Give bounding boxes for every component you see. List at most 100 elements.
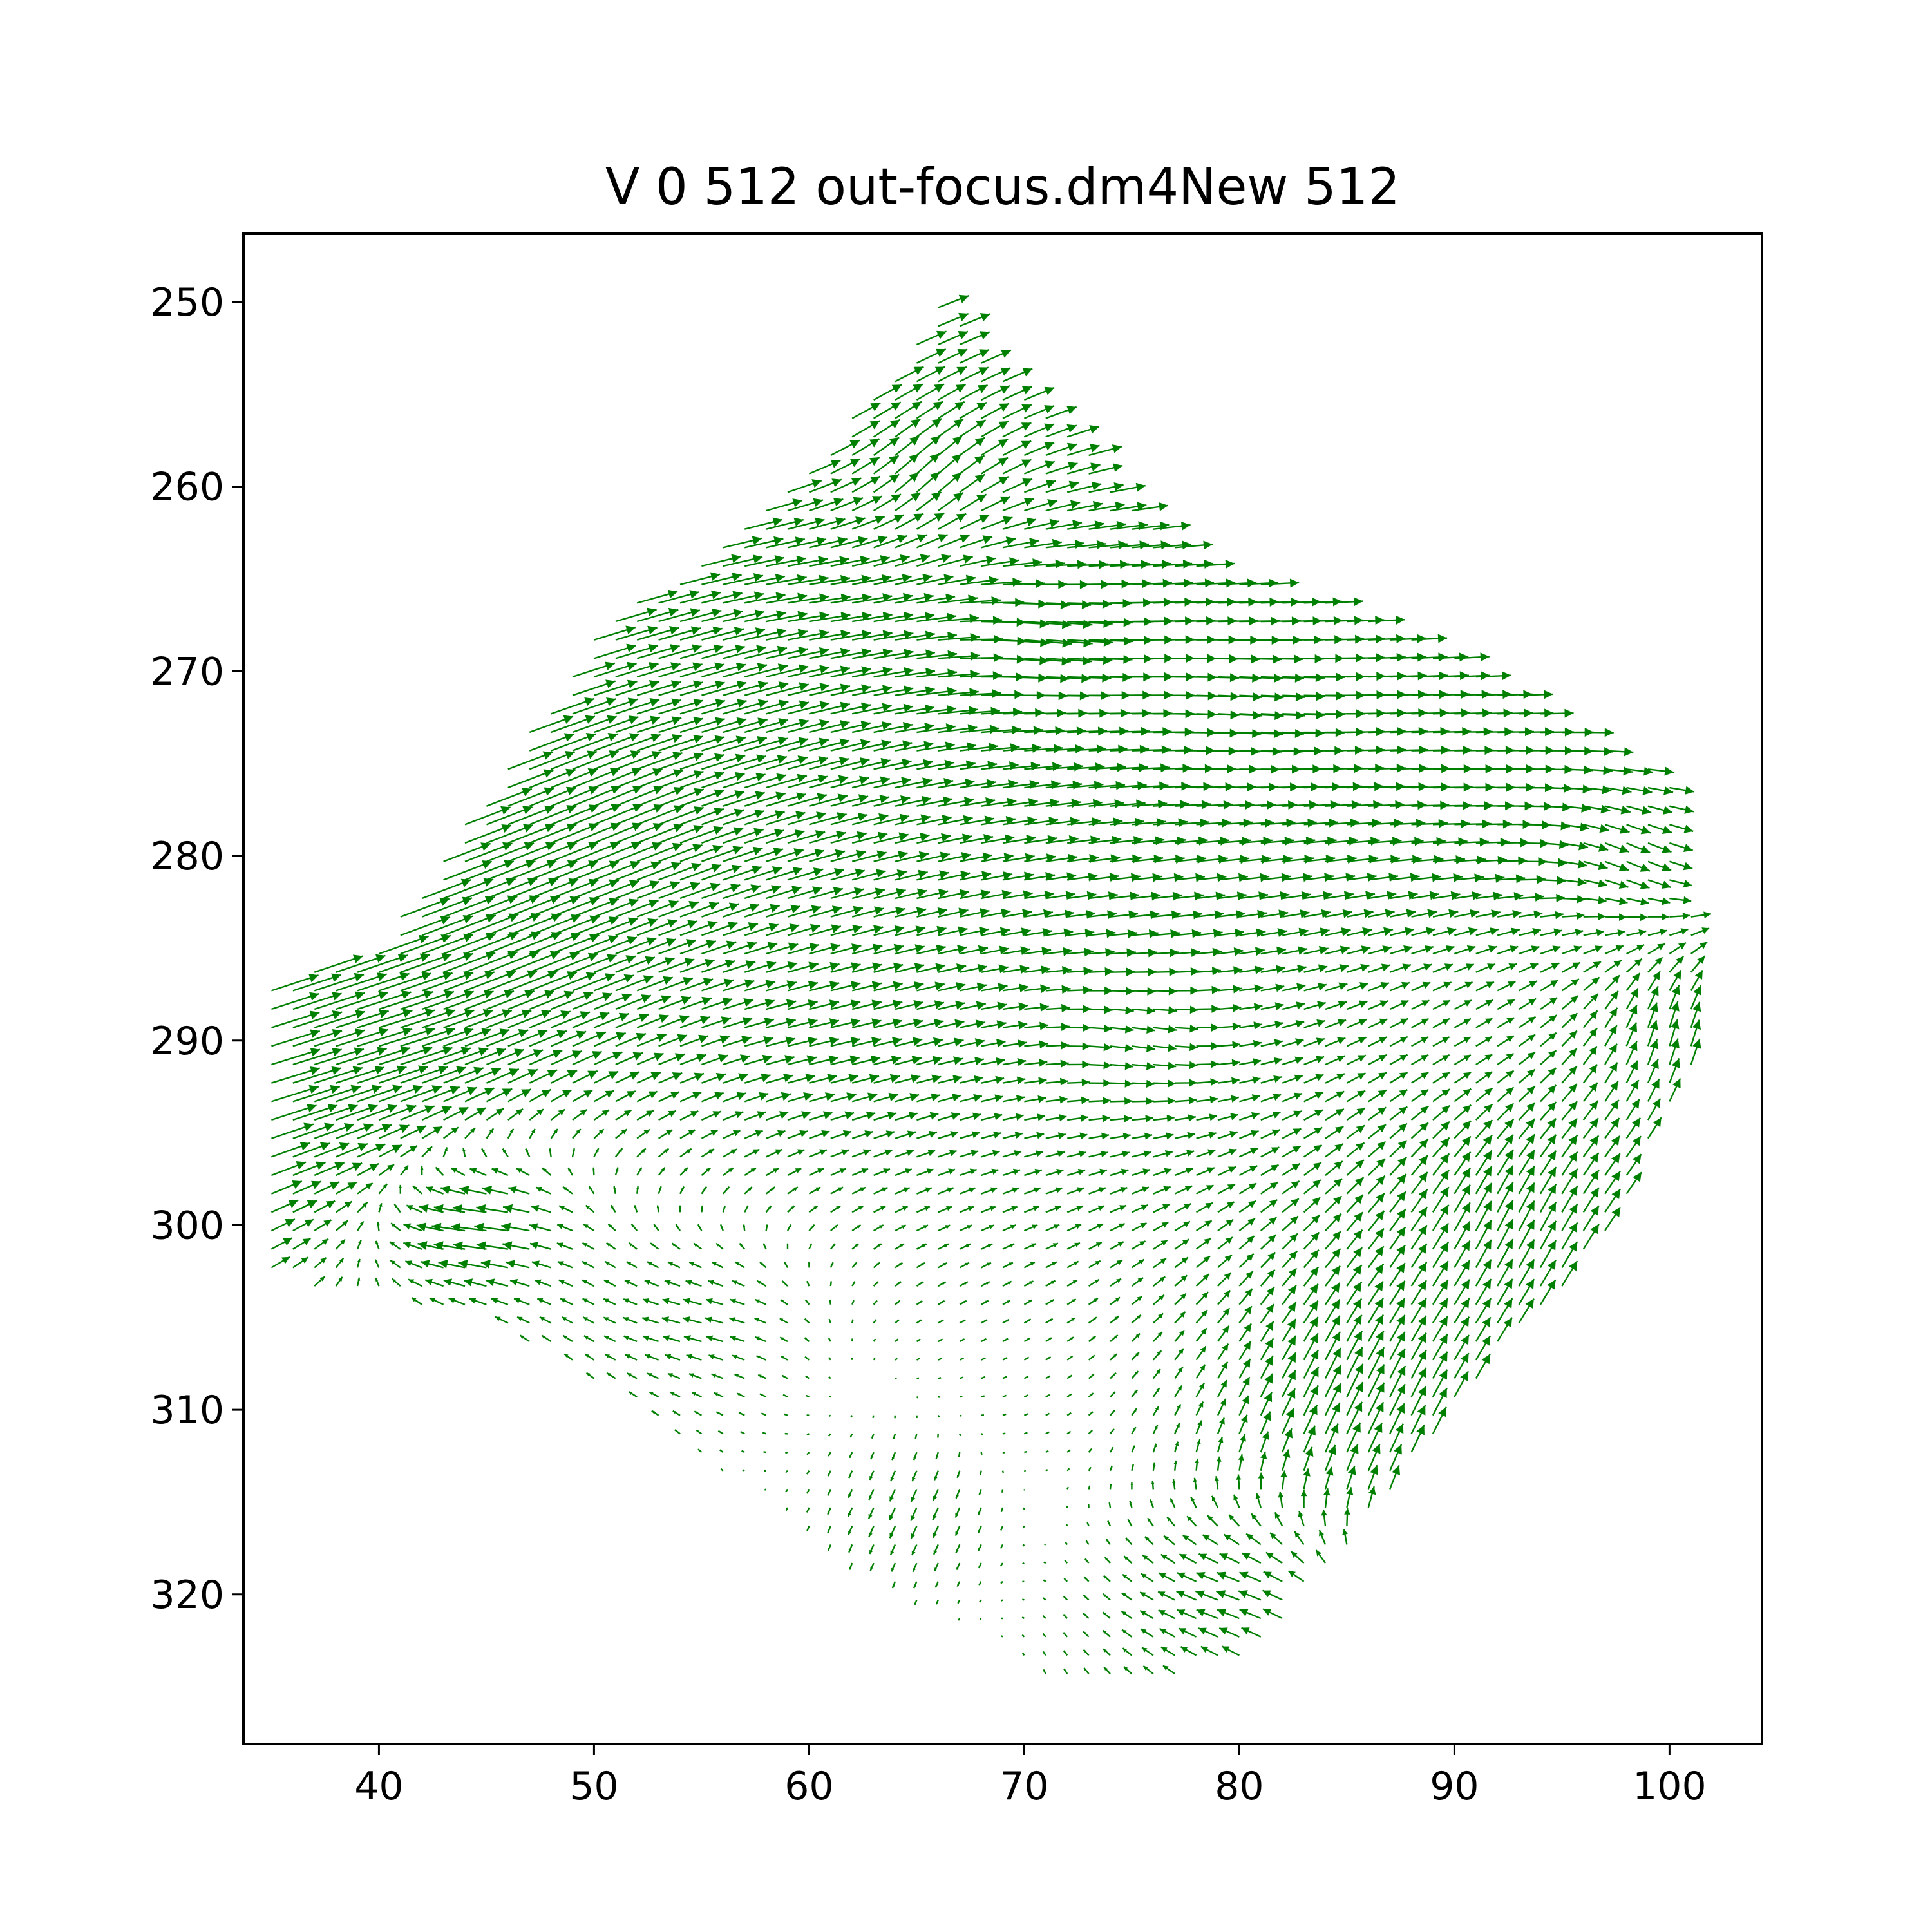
quiver-arrow-shaft [357,1047,411,1066]
quiver-arrow-head [740,1054,750,1063]
quiver-arrow-head [1417,1280,1426,1291]
quiver-arrow-head [1273,1057,1282,1065]
quiver-arrow-head [1527,1052,1535,1059]
quiver-arrow-head [1495,873,1505,883]
quiver-arrow-head [1090,444,1100,453]
quiver-arrow-head [941,833,951,842]
quiver-arrow-head [891,494,902,503]
quiver-arrow-head [1401,981,1410,989]
quiver-arrow-head [420,1166,424,1170]
quiver-arrow-head [350,1084,361,1094]
quiver-arrow-head [1359,982,1368,990]
quiver-arrow-head [872,962,882,972]
quiver-arrow-head [973,1094,982,1102]
quiver-arrow-head [778,681,789,690]
quiver-arrow-head [1286,818,1296,828]
quiver-arrow-head [1671,1038,1680,1049]
quiver-arrow-head [632,1052,643,1061]
quiver-arrow-head [693,770,704,779]
quiver-arrow-head [1418,1225,1427,1235]
quiver-arrow-head [1484,1036,1493,1043]
quiver-arrow-head [998,439,1009,448]
quiver-arrow-head [1437,634,1448,643]
quiver-arrow-head [1664,766,1674,776]
quiver-arrow-head [623,974,634,983]
quiver-arrow-head [822,1111,833,1120]
quiver-arrow-head [936,348,946,357]
quiver-arrow-head [903,722,913,731]
quiver-arrow-head [984,815,994,825]
quiver-arrow-head [998,477,1009,486]
quiver-arrow-head [849,1055,860,1065]
quiver-arrow-head [1640,864,1650,872]
quiver-arrow-head [1226,578,1236,588]
quiver-arrow-head [1082,1060,1090,1069]
quiver-arrow-head [1482,1135,1492,1146]
quiver-arrow-head [1697,956,1705,964]
quiver-arrow-shaft [357,1009,413,1028]
quiver-arrow-head [907,1130,916,1138]
quiver-arrow-head [952,1094,961,1102]
quiver-arrow-head [363,1123,374,1132]
quiver-arrow-head [1255,965,1264,974]
quiver-arrow-head [1373,800,1383,810]
quiver-arrow-head [1055,726,1065,735]
quiver-arrow-head [672,1072,683,1081]
quiver-arrow-head [1358,1055,1366,1062]
quiver-arrow-head [1312,1162,1321,1170]
quiver-arrow-head [734,790,744,799]
quiver-arrow-head [1253,1058,1262,1066]
quiver-arrow-head [1241,836,1251,846]
quiver-arrow-head [858,536,868,545]
quiver-arrow-head [1045,479,1056,489]
quiver-arrow-head [1568,1260,1578,1271]
quiver-arrow-head [1553,928,1562,936]
quiver-arrow-head [818,756,828,765]
quiver-arrow-head [1441,1072,1450,1079]
quiver-arrow-head [931,1093,940,1102]
quiver-arrow-head [1396,1209,1406,1219]
quiver-arrow-head [1148,948,1157,958]
quiver-arrow-head [902,758,912,768]
quiver-arrow-head [1484,1088,1493,1096]
quiver-arrow-head [1404,927,1414,936]
quiver-arrow-head [1274,1020,1283,1029]
quiver-arrow-head [1188,1114,1196,1122]
quiver-arrow-head [1037,1113,1045,1121]
quiver-arrow-head [1613,960,1622,968]
quiver-arrow-head [861,574,871,584]
quiver-arrow-head [1236,891,1247,901]
quiver-arrow-head [1394,819,1403,828]
quiver-arrow-head [729,1317,736,1323]
quiver-arrow-head [1603,766,1613,775]
quiver-arrow-head [1420,1072,1429,1079]
quiver-arrow-head [840,629,851,639]
quiver-arrow-head [1441,1089,1450,1097]
quiver-arrow-head [1339,963,1349,972]
quiver-arrow-head [1186,1150,1195,1157]
quiver-arrow-head [1168,1006,1177,1015]
quiver-arrow-head [553,1129,558,1133]
quiver-arrow-head [891,1037,902,1046]
quiver-arrow-head [377,1046,387,1056]
quiver-arrow-head [776,773,786,782]
quiver-arrow-head [1095,762,1105,772]
quiver-arrow-head [840,665,850,675]
quiver-arrow-head [961,852,971,861]
quiver-arrow-head [796,792,806,801]
quiver-arrow-head [1146,1062,1155,1070]
quiver-arrow-head [616,1032,626,1041]
quiver-arrow-head [1164,1150,1173,1157]
quiver-arrow-head [602,992,612,1001]
quiver-arrow-head [923,741,934,750]
quiver-arrow-head [958,294,969,303]
quiver-arrow-head [1556,893,1565,902]
quiver-arrow-head [730,1336,737,1341]
quiver-arrow-head [1044,405,1054,414]
quiver-arrow-head [636,1032,646,1041]
quiver-arrow-head [1077,1187,1084,1193]
quiver-arrow-head [1441,1121,1450,1131]
quiver-arrow-head [1557,858,1567,867]
quiver-arrow-head [953,419,963,428]
quiver-arrow-head [792,867,803,876]
